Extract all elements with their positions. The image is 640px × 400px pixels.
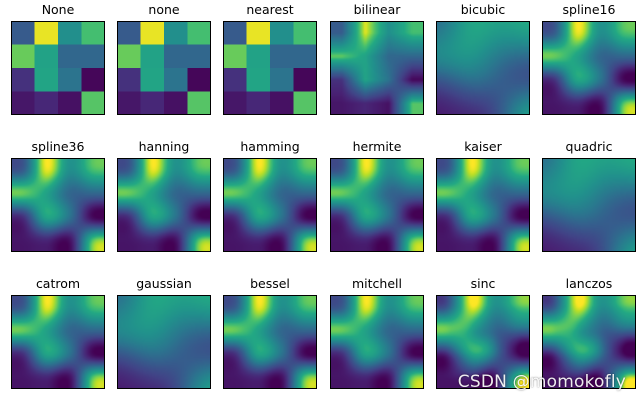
panel-kaiser: kaiser [436, 139, 530, 252]
axes-frame [223, 158, 317, 252]
panel-title: bessel [250, 276, 290, 291]
panel-title: lanczos [566, 276, 613, 291]
heatmap-image [117, 295, 211, 389]
heatmap-image [436, 158, 530, 252]
panel-title: hanning [139, 139, 190, 154]
axes-frame [117, 158, 211, 252]
axes-frame [330, 295, 424, 389]
heatmap-image [330, 158, 424, 252]
panel-title: nearest [246, 2, 293, 17]
panel-none-caps: None [11, 2, 105, 115]
panel-title: gaussian [136, 276, 192, 291]
panel-title: none [148, 2, 179, 17]
panel-hanning: hanning [117, 139, 211, 252]
panel-lanczos: lanczos [542, 276, 636, 389]
panel-title: bicubic [461, 2, 506, 17]
watermark-text: CSDN @momokofly [457, 372, 626, 392]
panel-title: sinc [471, 276, 496, 291]
heatmap-image [223, 295, 317, 389]
panel-sinc: sinc [436, 276, 530, 389]
panel-hermite: hermite [330, 139, 424, 252]
axes-frame [117, 21, 211, 115]
panel-title: hermite [353, 139, 402, 154]
panel-title: spline16 [563, 2, 616, 17]
heatmap-image [436, 21, 530, 115]
panel-title: mitchell [352, 276, 402, 291]
panel-nearest: nearest [223, 2, 317, 115]
axes-frame [117, 295, 211, 389]
panel-spline36: spline36 [11, 139, 105, 252]
axes-frame [436, 21, 530, 115]
panel-mitchell: mitchell [330, 276, 424, 389]
panel-gaussian: gaussian [117, 276, 211, 389]
heatmap-image [117, 158, 211, 252]
heatmap-image [223, 21, 317, 115]
heatmap-image [11, 295, 105, 389]
axes-frame [11, 158, 105, 252]
heatmap-image [11, 21, 105, 115]
heatmap-image [223, 158, 317, 252]
panel-title: kaiser [464, 139, 502, 154]
heatmap-image [330, 295, 424, 389]
panel-title: quadric [566, 139, 613, 154]
axes-frame [330, 158, 424, 252]
panel-quadric: quadric [542, 139, 636, 252]
panel-title: catrom [36, 276, 80, 291]
panel-spline16: spline16 [542, 2, 636, 115]
heatmap-image [11, 158, 105, 252]
panel-bessel: bessel [223, 276, 317, 389]
heatmap-image [542, 295, 636, 389]
axes-frame [436, 158, 530, 252]
panel-catrom: catrom [11, 276, 105, 389]
heatmap-image [117, 21, 211, 115]
heatmap-image [330, 21, 424, 115]
heatmap-image [542, 21, 636, 115]
panel-title: spline36 [32, 139, 85, 154]
panel-title: bilinear [354, 2, 402, 17]
axes-frame [223, 295, 317, 389]
axes-frame [542, 21, 636, 115]
panel-none: none [117, 2, 211, 115]
axes-frame [11, 295, 105, 389]
panel-bilinear: bilinear [330, 2, 424, 115]
panel-hamming: hamming [223, 139, 317, 252]
axes-frame [542, 158, 636, 252]
panel-title: None [42, 2, 75, 17]
axes-frame [542, 295, 636, 389]
axes-frame [11, 21, 105, 115]
axes-frame [330, 21, 424, 115]
axes-frame [436, 295, 530, 389]
panel-title: hamming [240, 139, 299, 154]
heatmap-image [436, 295, 530, 389]
axes-frame [223, 21, 317, 115]
panel-bicubic: bicubic [436, 2, 530, 115]
heatmap-image [542, 158, 636, 252]
